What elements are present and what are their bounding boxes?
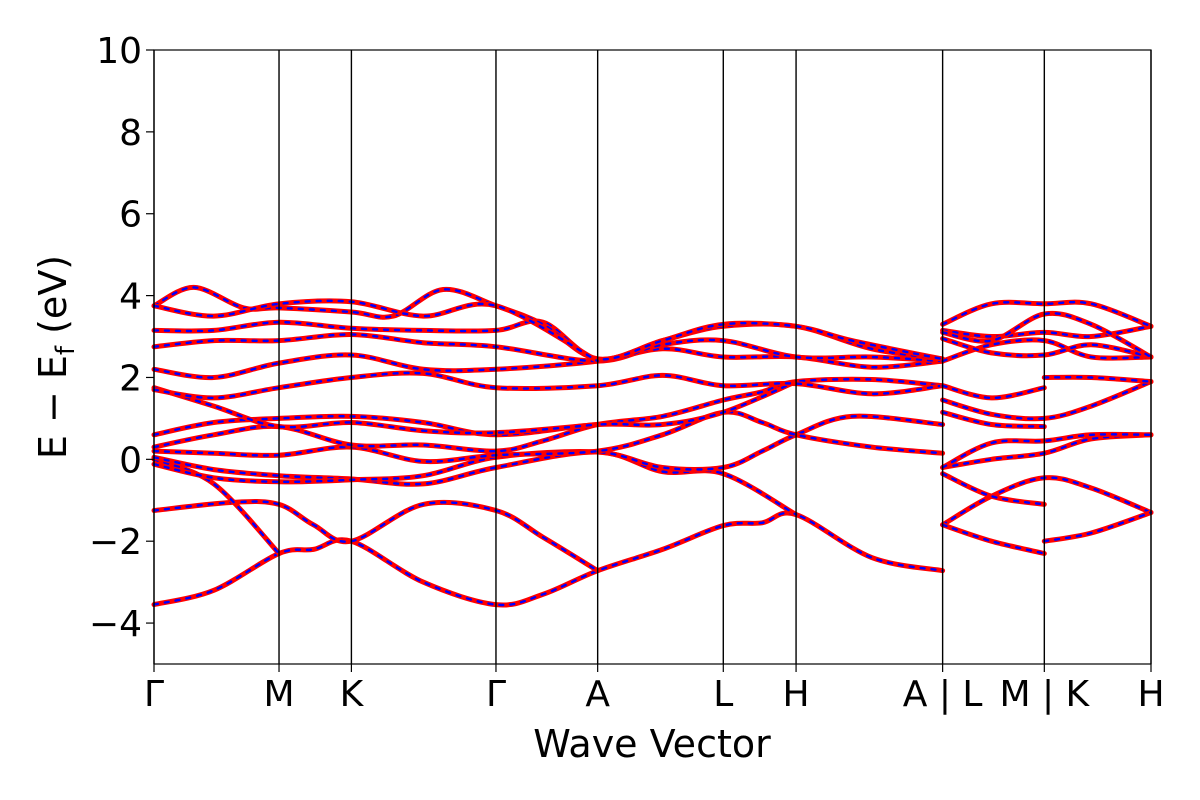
band-line-2-spin-down — [152, 458, 281, 555]
plot-frame — [153, 49, 1152, 665]
band-line-14-spin-down — [152, 299, 599, 363]
x-tick-label-6: H — [783, 674, 810, 715]
band-line-11-spin-up — [151, 331, 946, 364]
y-tick-label-0: 10 — [96, 31, 142, 72]
band-line-1-spin-down — [152, 500, 599, 572]
x-tick-label-2: K — [340, 674, 365, 715]
y-axis-title: E − Ef (eV) — [31, 255, 81, 459]
band-line-9-spin-up — [151, 370, 946, 401]
x-tick-label-4: A — [585, 674, 610, 715]
x-axis-title: Wave Vector — [533, 722, 771, 766]
x-tick-label-5: L — [713, 674, 733, 715]
x-tick-label-9: H — [1137, 674, 1164, 715]
band-lines — [151, 284, 1154, 608]
band-line-9-spin-down — [152, 371, 944, 400]
band-line-17-spin-up — [1041, 510, 1154, 544]
y-tick-label-7: −4 — [89, 604, 142, 645]
x-tick-label-3: Γ — [486, 674, 506, 715]
y-tick-label-1: 8 — [119, 113, 142, 154]
y-tick-label-6: −2 — [89, 522, 142, 563]
y-tick-label-3: 4 — [119, 277, 142, 318]
y-axis-ticks: 10 8 6 4 2 0 −2 −4 — [89, 31, 154, 645]
band-line-0-spin-up — [151, 510, 946, 608]
band-line-10-spin-down — [152, 347, 944, 379]
x-tick-label-7: A | L — [903, 674, 983, 715]
band-line-15-spin-up — [940, 475, 1154, 528]
band-line-20-spin-down — [941, 433, 1153, 469]
x-tick-label-0: Γ — [144, 674, 164, 715]
y-tick-label-5: 0 — [119, 440, 142, 481]
band-line-23-spin-down — [941, 384, 1046, 400]
y-tick-label-2: 6 — [119, 195, 142, 236]
x-tick-label-8: M | K — [999, 674, 1090, 715]
band-line-1-spin-up — [151, 499, 601, 574]
band-line-8-spin-down — [152, 386, 599, 435]
x-axis-ticks: Γ M K Γ A L H A | L M | K H — [144, 664, 1165, 715]
y-tick-label-4: 2 — [119, 358, 142, 399]
kpoint-divider-lines — [153, 50, 1152, 664]
band-line-8-spin-up — [151, 385, 601, 436]
band-line-18-spin-down — [941, 472, 1046, 506]
band-line-21-spin-down — [941, 411, 1046, 428]
band-line-28-spin-down — [941, 300, 1153, 328]
band-line-17-spin-down — [1043, 511, 1153, 543]
band-line-22-spin-down — [941, 380, 1153, 420]
band-line-16-spin-down — [941, 523, 1046, 555]
band-line-22-spin-up — [940, 379, 1154, 422]
band-line-24-spin-down — [1043, 375, 1153, 383]
x-tick-label-1: M — [263, 674, 294, 715]
